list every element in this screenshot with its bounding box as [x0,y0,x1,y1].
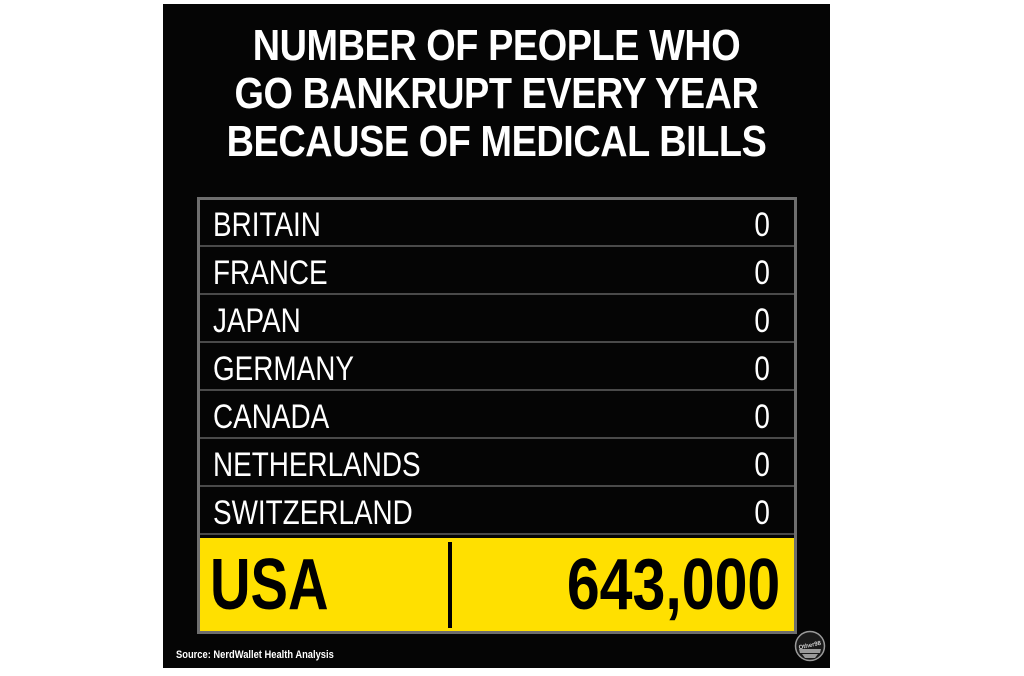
title-line-1: NUMBER OF PEOPLE WHO [252,21,741,70]
data-table: BRITAIN 0 FRANCE 0 JAPAN 0 GERMANY 0 CAN… [197,197,797,634]
country-label: CANADA [213,398,330,436]
table-row: GERMANY 0 [200,344,794,391]
usa-highlight-row: USA 643,000 [200,538,794,631]
country-label: NETHERLANDS [213,446,421,484]
infographic-card: NUMBER OF PEOPLE WHO GO BANKRUPT EVERY Y… [163,4,830,668]
usa-label: USA [210,545,329,625]
chart-title: NUMBER OF PEOPLE WHO GO BANKRUPT EVERY Y… [210,22,784,166]
table-row: SWITZERLAND 0 [200,488,794,535]
other98-logo-icon: Other98 [794,630,826,662]
country-label: BRITAIN [213,206,321,244]
country-label: SWITZERLAND [213,494,413,532]
value-label: 0 [754,494,770,532]
country-label: FRANCE [213,254,328,292]
value-label: 0 [754,206,770,244]
title-line-2: GO BANKRUPT EVERY YEAR [234,69,759,118]
title-line-3: BECAUSE OF MEDICAL BILLS [226,117,767,166]
value-label: 0 [754,350,770,388]
value-label: 0 [754,302,770,340]
table-row: FRANCE 0 [200,248,794,295]
value-label: 0 [754,398,770,436]
table-row: JAPAN 0 [200,296,794,343]
logo-text: Other98 [798,641,822,652]
usa-value: 643,000 [566,545,780,625]
column-divider [448,542,452,628]
table-row: CANADA 0 [200,392,794,439]
table-row: NETHERLANDS 0 [200,440,794,487]
source-note: Source: NerdWallet Health Analysis [176,649,334,661]
table-row: BRITAIN 0 [200,200,794,247]
value-label: 0 [754,254,770,292]
country-label: JAPAN [213,302,301,340]
country-label: GERMANY [213,350,354,388]
value-label: 0 [754,446,770,484]
